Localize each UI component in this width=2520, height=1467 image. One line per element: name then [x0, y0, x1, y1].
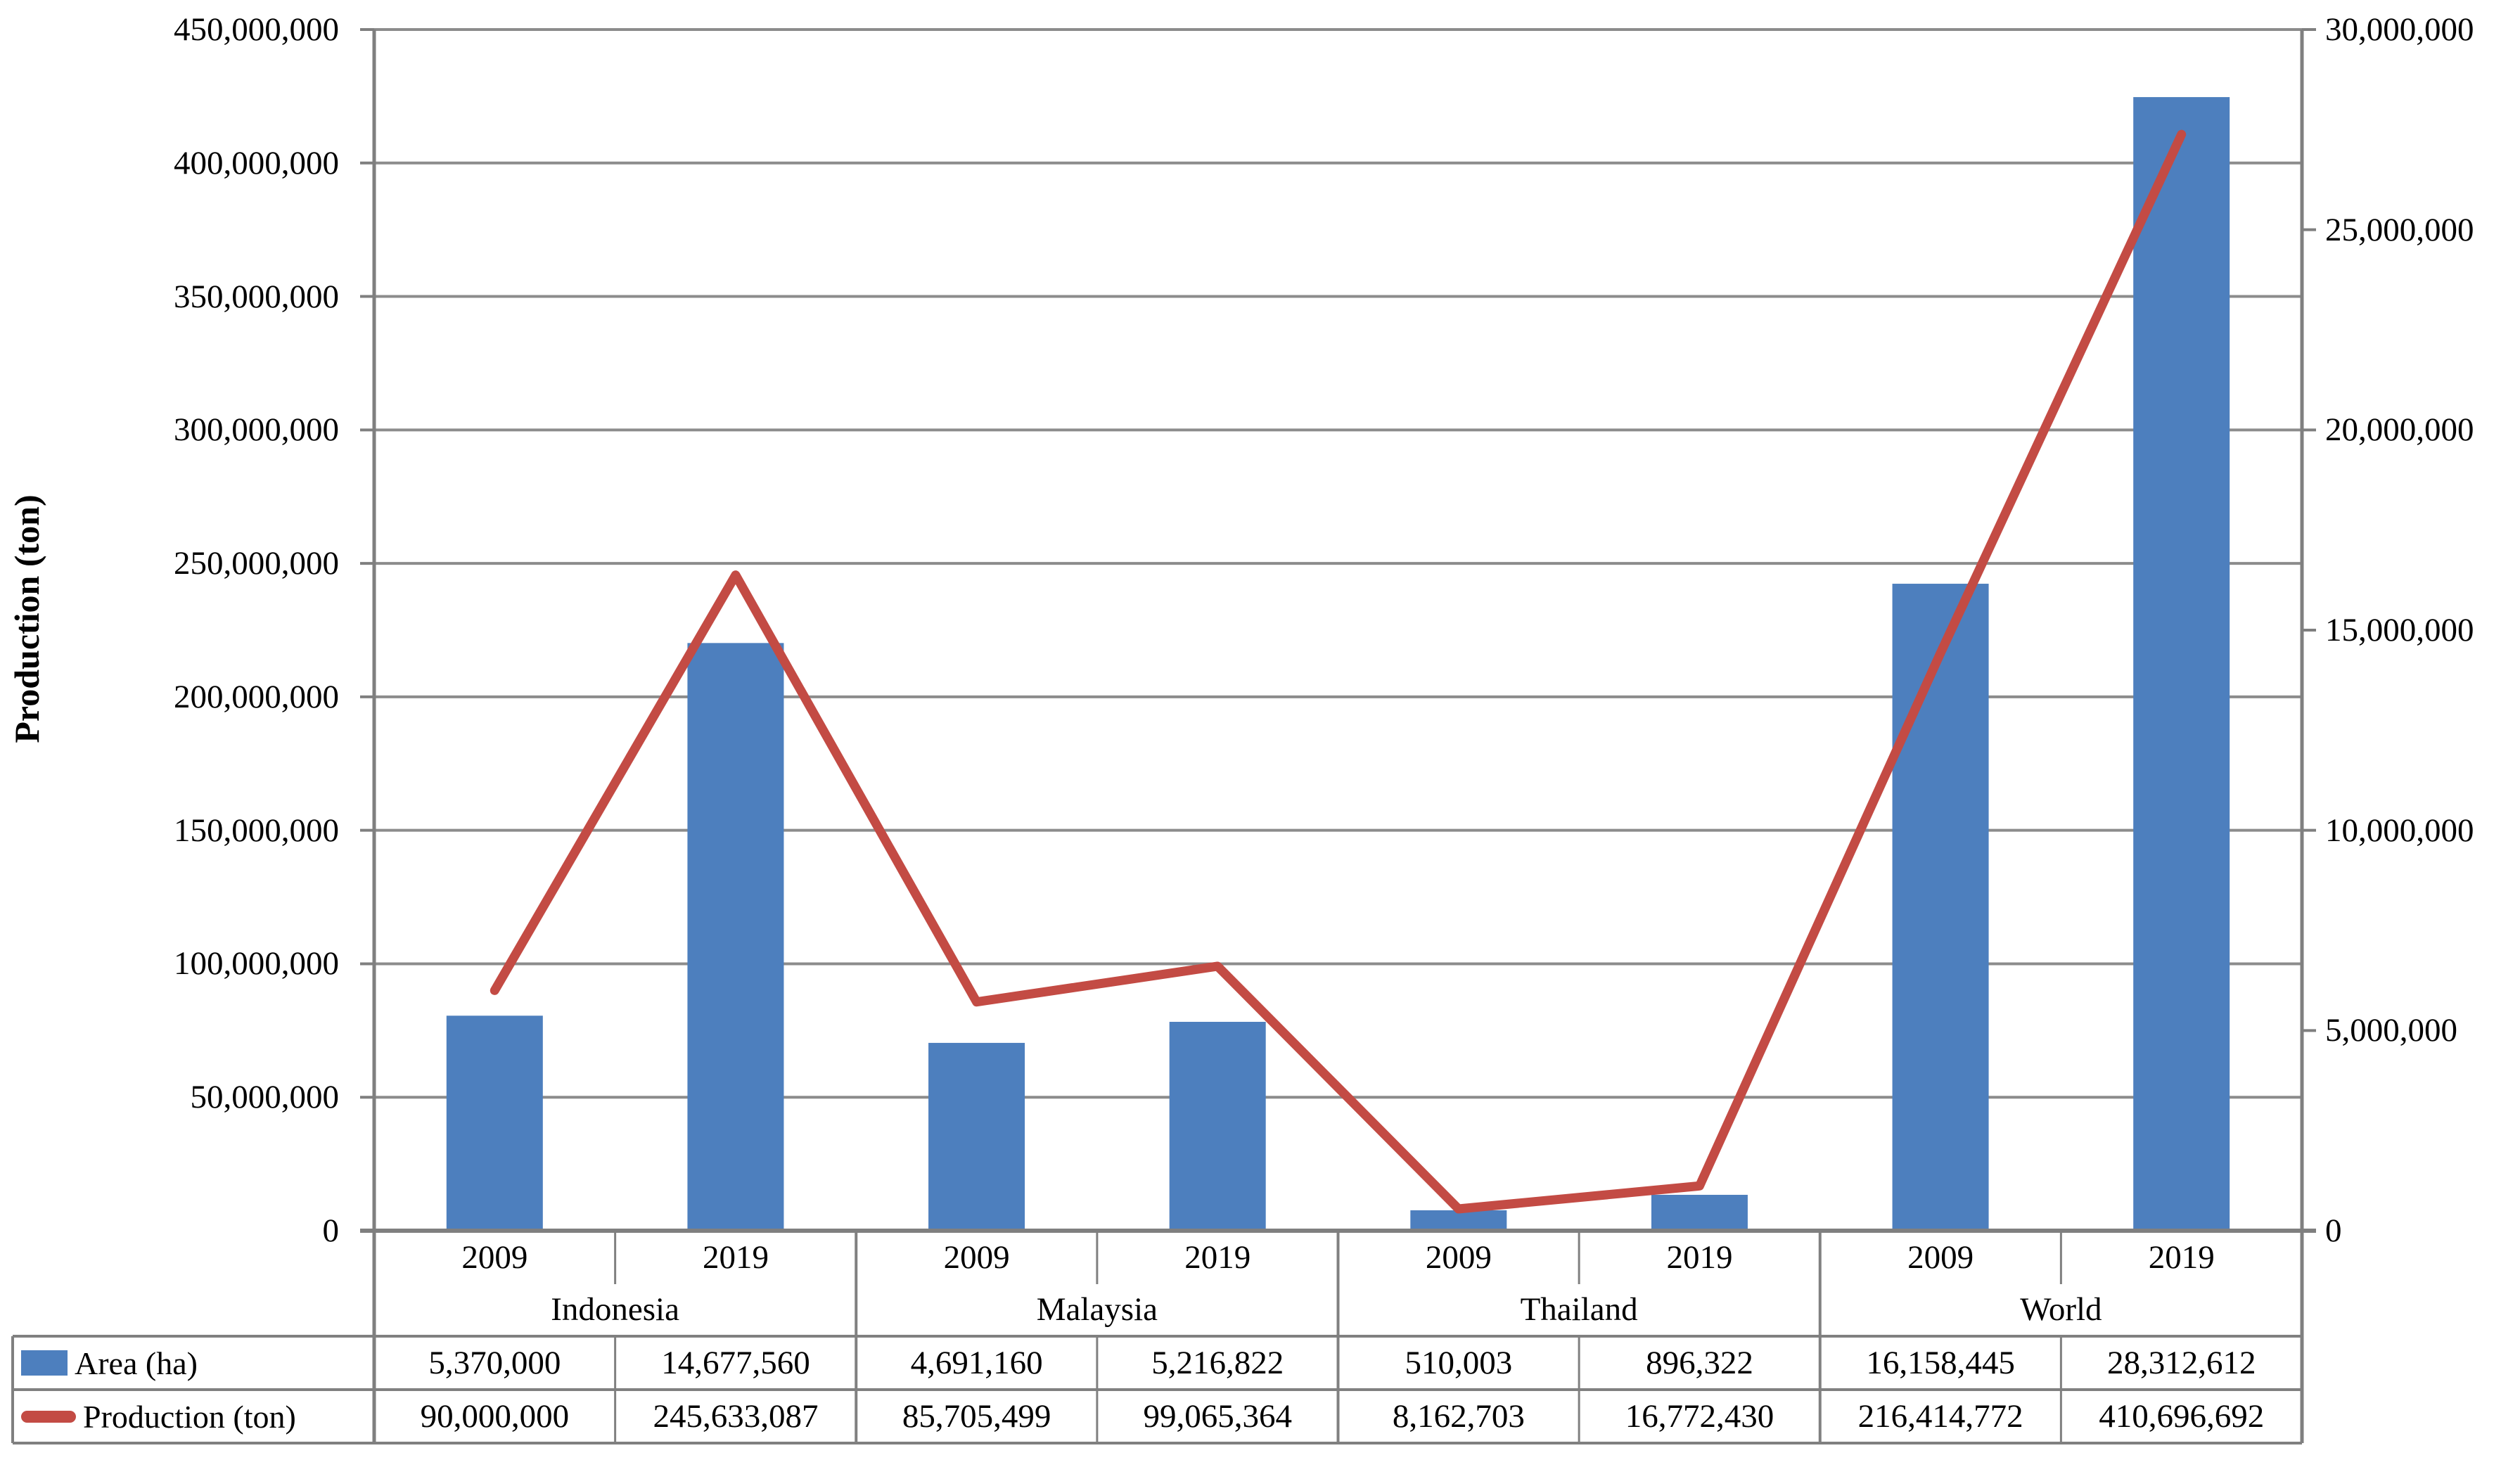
table-value-cell: 85,705,499 [902, 1398, 1051, 1435]
table-value-cell: 8,162,703 [1392, 1398, 1525, 1435]
left-axis-tick-label: 0 [322, 1212, 340, 1249]
legend-label: Production (ton) [83, 1398, 296, 1435]
table-value-cell: 4,691,160 [910, 1345, 1043, 1381]
left-axis-tick-label: 250,000,000 [174, 545, 339, 582]
table-value-cell: 14,677,560 [661, 1345, 810, 1381]
year-label: 2019 [702, 1239, 769, 1276]
year-label: 2009 [943, 1239, 1010, 1276]
legend-label: Area (ha) [75, 1345, 198, 1381]
year-label: 2009 [1425, 1239, 1492, 1276]
left-axis-tick-label: 100,000,000 [174, 945, 339, 982]
right-axis-tick-label: 5,000,000 [2325, 1012, 2457, 1049]
table-value-cell: 216,414,772 [1857, 1398, 2023, 1435]
country-label: World [2020, 1291, 2102, 1328]
year-label: 2009 [1907, 1239, 1974, 1276]
area-bar [928, 1042, 1025, 1231]
area-bar [446, 1016, 543, 1231]
area-bar [1169, 1021, 1266, 1231]
country-label: Thailand [1520, 1291, 1638, 1328]
table-value-cell: 28,312,612 [2106, 1345, 2256, 1381]
legend-cell: Area (ha) [13, 1336, 374, 1390]
year-label: 2019 [1184, 1239, 1251, 1276]
country-label: Indonesia [551, 1291, 679, 1328]
right-axis-tick-label: 15,000,000 [2325, 612, 2474, 648]
area-bar [2133, 97, 2230, 1231]
table-value-cell: 5,370,000 [428, 1345, 561, 1381]
right-axis-tick-label: 10,000,000 [2325, 812, 2474, 849]
right-axis-tick-label: 25,000,000 [2325, 211, 2474, 248]
area-bar [687, 643, 784, 1231]
area-bar [1410, 1210, 1507, 1231]
left-axis-tick-label: 400,000,000 [174, 144, 339, 181]
year-label: 2009 [461, 1239, 528, 1276]
area-bar [1892, 584, 1989, 1231]
year-label: 2019 [1666, 1239, 1733, 1276]
left-axis-tick-label: 350,000,000 [174, 278, 339, 315]
left-axis-tick-label: 300,000,000 [174, 411, 339, 449]
right-axis-tick-label: 30,000,000 [2325, 11, 2474, 48]
table-value-cell: 90,000,000 [420, 1398, 570, 1435]
right-axis-tick-label: 0 [2325, 1212, 2342, 1249]
table-value-cell: 896,322 [1646, 1345, 1753, 1381]
left-axis-tick-label: 200,000,000 [174, 678, 339, 715]
line-legend-swatch-icon [21, 1410, 76, 1423]
table-value-cell: 245,633,087 [653, 1398, 819, 1435]
table-value-cell: 5,216,822 [1151, 1345, 1284, 1381]
table-value-cell: 99,065,364 [1143, 1398, 1292, 1435]
left-axis-tick-label: 50,000,000 [190, 1079, 340, 1116]
year-label: 2019 [2148, 1239, 2215, 1276]
left-axis-tick-label: 450,000,000 [174, 11, 339, 48]
country-label: Malaysia [1036, 1291, 1158, 1328]
table-value-cell: 16,158,445 [1866, 1345, 2015, 1381]
production-line [490, 129, 2187, 1214]
area-bar [1651, 1194, 1748, 1231]
table-value-cell: 410,696,692 [2099, 1398, 2265, 1435]
table-value-cell: 16,772,430 [1625, 1398, 1774, 1435]
bar-legend-swatch-icon [21, 1350, 68, 1376]
left-axis-tick-label: 150,000,000 [174, 812, 339, 849]
legend-cell: Production (ton) [13, 1390, 374, 1443]
right-axis-tick-label: 20,000,000 [2325, 411, 2474, 449]
table-value-cell: 510,003 [1405, 1345, 1513, 1381]
